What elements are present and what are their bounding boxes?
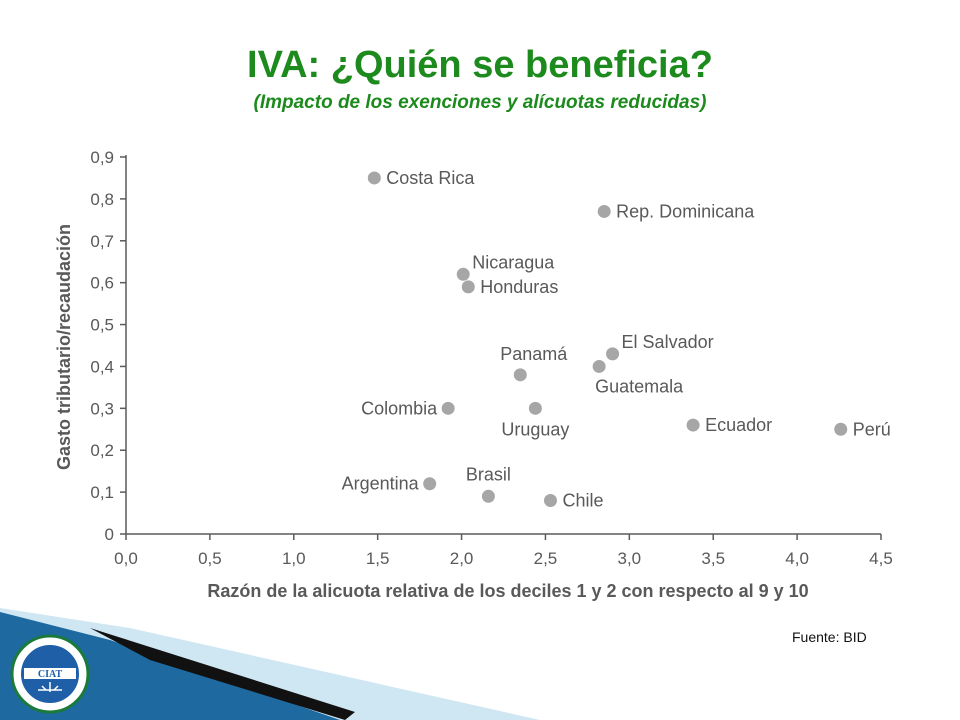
footer-black-stripe — [90, 628, 355, 720]
x-tick-label: 0,0 — [114, 549, 138, 568]
data-point-label: Chile — [562, 490, 603, 510]
data-point-label: Rep. Dominicana — [616, 201, 755, 221]
data-point — [592, 359, 606, 373]
y-tick-label: 0,3 — [90, 399, 114, 418]
chart-ticks: 0,0 0,5 1,0 1,5 2,0 2,5 3,0 3,5 4,0 4,5 0 0,1 0,2 0,3… — [90, 148, 892, 568]
data-point — [423, 477, 437, 491]
y-tick-label: 0,6 — [90, 274, 114, 293]
chart-points: Costa Rica Rep. Dominicana Nicaragua Hondur… — [342, 168, 891, 511]
x-axis-label: Razón de la alicuota relativa de los dec… — [207, 581, 808, 601]
x-tick-label: 2,5 — [534, 549, 558, 568]
y-axis-label: Gasto tributario/recaudación — [54, 224, 74, 470]
ciat-seal-logo: CIAT — [10, 634, 90, 714]
data-point — [834, 422, 848, 436]
data-point-label: Uruguay — [501, 419, 569, 439]
data-point — [543, 493, 557, 507]
data-point-label: Colombia — [361, 398, 438, 418]
y-tick-label: 0,4 — [90, 357, 114, 376]
data-point-label: Brasil — [466, 464, 511, 484]
data-point — [367, 171, 381, 185]
data-point-label: Argentina — [342, 474, 420, 494]
data-point-label: El Salvador — [622, 332, 714, 352]
source-note: Fuente: BID — [792, 629, 867, 645]
svg-text:CIAT: CIAT — [38, 669, 63, 680]
y-tick-label: 0,2 — [90, 441, 114, 460]
data-point — [461, 280, 475, 294]
y-tick-label: 0,1 — [90, 483, 114, 502]
chart-axes — [125, 155, 881, 535]
y-tick-label: 0,9 — [90, 148, 114, 167]
x-tick-label: 4,5 — [869, 549, 893, 568]
data-point-label: Costa Rica — [386, 168, 475, 188]
data-point-label: Panamá — [500, 344, 568, 364]
x-tick-label: 1,5 — [366, 549, 390, 568]
data-point-label: Honduras — [480, 277, 558, 297]
data-point — [528, 401, 542, 415]
data-point — [597, 204, 611, 218]
data-point-label: Guatemala — [595, 376, 684, 396]
data-point-label: Ecuador — [705, 415, 772, 435]
y-tick-label: 0,8 — [90, 190, 114, 209]
data-point — [606, 347, 620, 361]
x-tick-label: 0,5 — [198, 549, 222, 568]
data-point — [513, 368, 527, 382]
y-tick-label: 0,5 — [90, 316, 114, 335]
data-point-label: Nicaragua — [472, 252, 555, 272]
data-point — [686, 418, 700, 432]
x-tick-label: 3,0 — [618, 549, 642, 568]
data-point — [441, 401, 455, 415]
x-tick-label: 4,0 — [785, 549, 809, 568]
data-point — [456, 267, 470, 281]
y-tick-label: 0 — [105, 525, 114, 544]
data-point-label: Perú — [853, 419, 891, 439]
y-tick-label: 0,7 — [90, 232, 114, 251]
page-title: IVA: ¿Quién se beneficia? — [247, 44, 713, 86]
data-point — [481, 489, 495, 503]
page-subtitle: (Impacto de los exenciones y alícuotas r… — [253, 92, 707, 113]
x-tick-label: 1,0 — [282, 549, 306, 568]
x-tick-label: 2,0 — [450, 549, 474, 568]
x-tick-label: 3,5 — [701, 549, 725, 568]
